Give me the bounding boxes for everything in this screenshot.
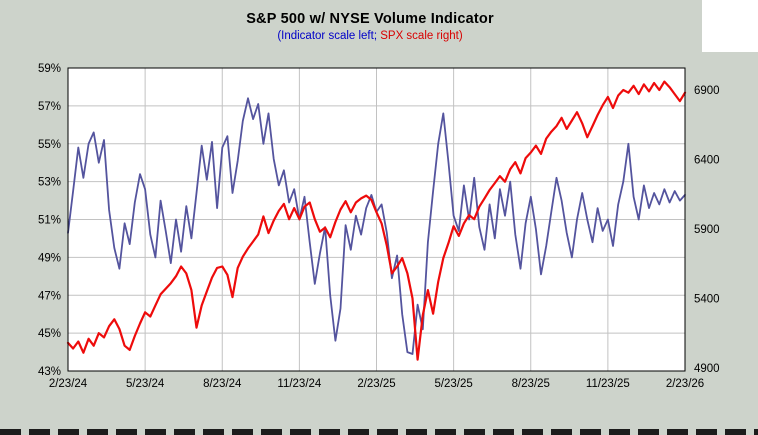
left-axis-tick-label: 51% — [38, 215, 61, 227]
right-axis-tick-label: 5400 — [694, 293, 720, 305]
x-axis-tick-label: 5/23/25 — [434, 378, 472, 390]
x-axis-tick-label: 8/23/25 — [512, 378, 550, 390]
window-corner-notch — [702, 0, 758, 52]
x-axis-tick-label: 11/23/25 — [586, 378, 630, 390]
x-axis-tick-label: 2/23/24 — [49, 378, 88, 390]
subtitle-spx-label: SPX scale right) — [377, 30, 463, 42]
left-axis-tick-label: 55% — [38, 139, 61, 151]
left-axis-tick-label: 49% — [38, 252, 61, 264]
left-axis-tick-label: 43% — [38, 366, 61, 378]
right-axis-tick-label: 4900 — [694, 363, 720, 375]
chart-title: S&P 500 w/ NYSE Volume Indicator — [246, 11, 494, 27]
right-axis-tick-label: 6900 — [694, 85, 720, 97]
left-axis-tick-label: 47% — [38, 290, 61, 302]
plot-border — [67, 67, 686, 372]
chart-subtitle: (Indicator scale left; SPX scale right) — [0, 30, 740, 42]
x-axis-tick-label: 5/23/24 — [126, 378, 165, 390]
x-axis-tick-label: 8/23/24 — [203, 378, 242, 390]
left-axis-tick-label: 53% — [38, 177, 61, 189]
x-axis-tick-label: 11/23/24 — [277, 378, 322, 390]
left-axis-tick-label: 57% — [38, 101, 61, 113]
spx-line-series — [66, 80, 687, 361]
x-axis-tick-label: 2/23/25 — [357, 378, 395, 390]
subtitle-indicator-label: (Indicator scale left; — [277, 30, 378, 42]
left-axis-tick-label: 45% — [38, 328, 61, 340]
right-axis-tick-label: 6400 — [694, 154, 720, 166]
x-axis-tick-label: 2/23/26 — [666, 378, 704, 390]
right-axis-tick-label: 5900 — [694, 224, 720, 236]
bottom-window-edge — [0, 429, 758, 435]
left-axis-tick-label: 59% — [38, 63, 61, 75]
